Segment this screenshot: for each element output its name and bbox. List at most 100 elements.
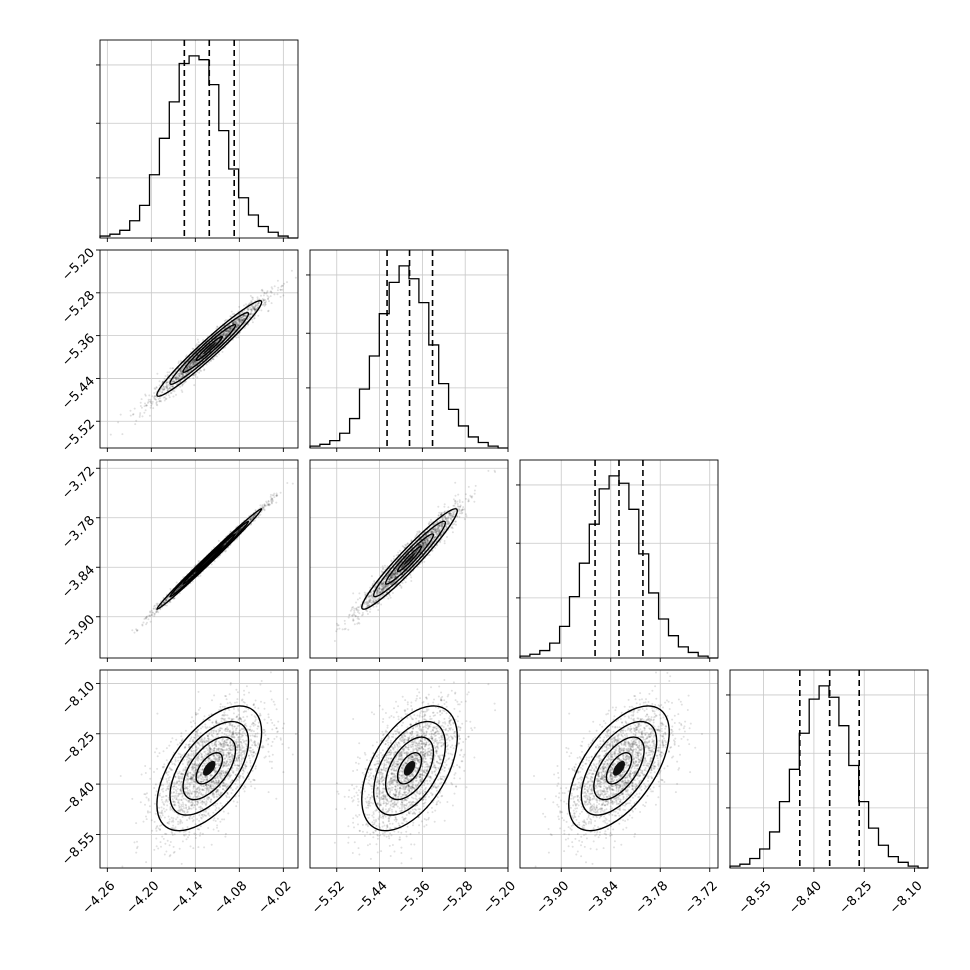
sample-point: [267, 503, 270, 506]
sample-point: [232, 322, 234, 325]
sample-point: [212, 358, 215, 361]
sample-point: [253, 317, 256, 320]
sample-point: [254, 304, 257, 307]
sample-point: [347, 616, 350, 619]
sample-point: [228, 323, 231, 326]
sample-point: [263, 292, 266, 295]
sample-cloud: [109, 269, 297, 436]
sample-point: [275, 494, 278, 497]
sample-point: [172, 380, 175, 383]
sample-point: [270, 290, 273, 293]
panel-frame: [309, 249, 509, 449]
sample-point: [290, 269, 293, 272]
sample-point: [149, 406, 152, 409]
sample-point: [276, 289, 279, 292]
sample-point: [150, 404, 153, 407]
sample-point: [166, 374, 169, 376]
sample-point: [279, 295, 282, 298]
sample-point: [158, 400, 161, 403]
sample-point: [189, 362, 192, 365]
sample-point: [261, 290, 264, 292]
sample-point: [268, 300, 270, 303]
sample-point: [192, 359, 195, 362]
sample-point: [246, 308, 249, 311]
sample-point: [153, 395, 156, 398]
sample-point: [260, 294, 262, 297]
sample-point: [267, 309, 270, 312]
sample-point: [231, 326, 234, 329]
sample-point: [389, 596, 392, 599]
sample-point: [119, 413, 122, 416]
sample-point: [172, 377, 175, 380]
sample-point: [200, 369, 203, 372]
sample-point: [154, 398, 157, 401]
sample-point: [263, 304, 266, 307]
sample-point: [139, 401, 142, 404]
sample-point: [410, 580, 413, 582]
sample-point: [167, 383, 170, 386]
sample-point: [267, 500, 270, 503]
sample-point: [188, 366, 191, 369]
sample-point: [242, 317, 245, 320]
sample-point: [150, 609, 153, 612]
panel-1-1: [306, 249, 509, 452]
sample-point: [194, 373, 197, 376]
sample-point: [251, 321, 254, 324]
sample-point: [224, 333, 227, 336]
sample-point: [134, 423, 137, 426]
sample-point: [165, 382, 167, 385]
sample-point: [163, 388, 166, 391]
sample-point: [266, 291, 268, 294]
sample-point: [277, 286, 280, 289]
sample-point: [240, 316, 243, 319]
sample-point: [251, 298, 254, 301]
sample-point: [176, 374, 179, 376]
sample-point: [193, 359, 196, 362]
sample-point: [151, 611, 154, 614]
sample-point: [234, 321, 236, 324]
sample-point: [155, 611, 158, 613]
sample-point: [138, 415, 141, 418]
sample-point: [160, 400, 162, 403]
sample-point: [196, 338, 199, 341]
sample-point: [191, 347, 194, 350]
sample-point: [213, 560, 216, 563]
sample-point: [153, 605, 156, 608]
sample-point: [131, 629, 134, 632]
sample-point: [199, 574, 202, 577]
sample-point: [148, 414, 151, 417]
sample-point: [276, 293, 279, 296]
sample-point: [197, 341, 200, 344]
sample-point: [255, 308, 257, 311]
sample-point: [263, 508, 266, 511]
sample-point: [239, 320, 242, 323]
sample-point: [162, 385, 165, 388]
sample-point: [266, 501, 268, 504]
sample-point: [254, 304, 257, 306]
sample-point: [270, 497, 273, 500]
sample-point: [170, 385, 173, 388]
sample-point: [260, 309, 263, 312]
sample-point: [175, 581, 178, 584]
sample-point: [172, 385, 174, 388]
sample-point: [193, 363, 195, 366]
sample-point: [191, 361, 194, 364]
sample-point: [171, 385, 174, 388]
sample-point: [239, 317, 241, 320]
sample-point: [139, 405, 142, 407]
sample-point: [187, 366, 190, 369]
sample-point: [358, 597, 361, 600]
sample-point: [240, 320, 243, 323]
sample-point: [133, 631, 136, 634]
sample-point: [249, 294, 252, 297]
sample-point: [218, 353, 220, 356]
sample-point: [171, 367, 174, 370]
sample-point: [141, 415, 144, 418]
sample-point: [467, 485, 470, 488]
sample-point: [140, 398, 143, 401]
sample-point: [271, 494, 274, 497]
sample-point: [237, 319, 239, 322]
sample-point: [181, 383, 184, 386]
sample-point: [237, 318, 240, 321]
sample-point: [154, 388, 157, 390]
